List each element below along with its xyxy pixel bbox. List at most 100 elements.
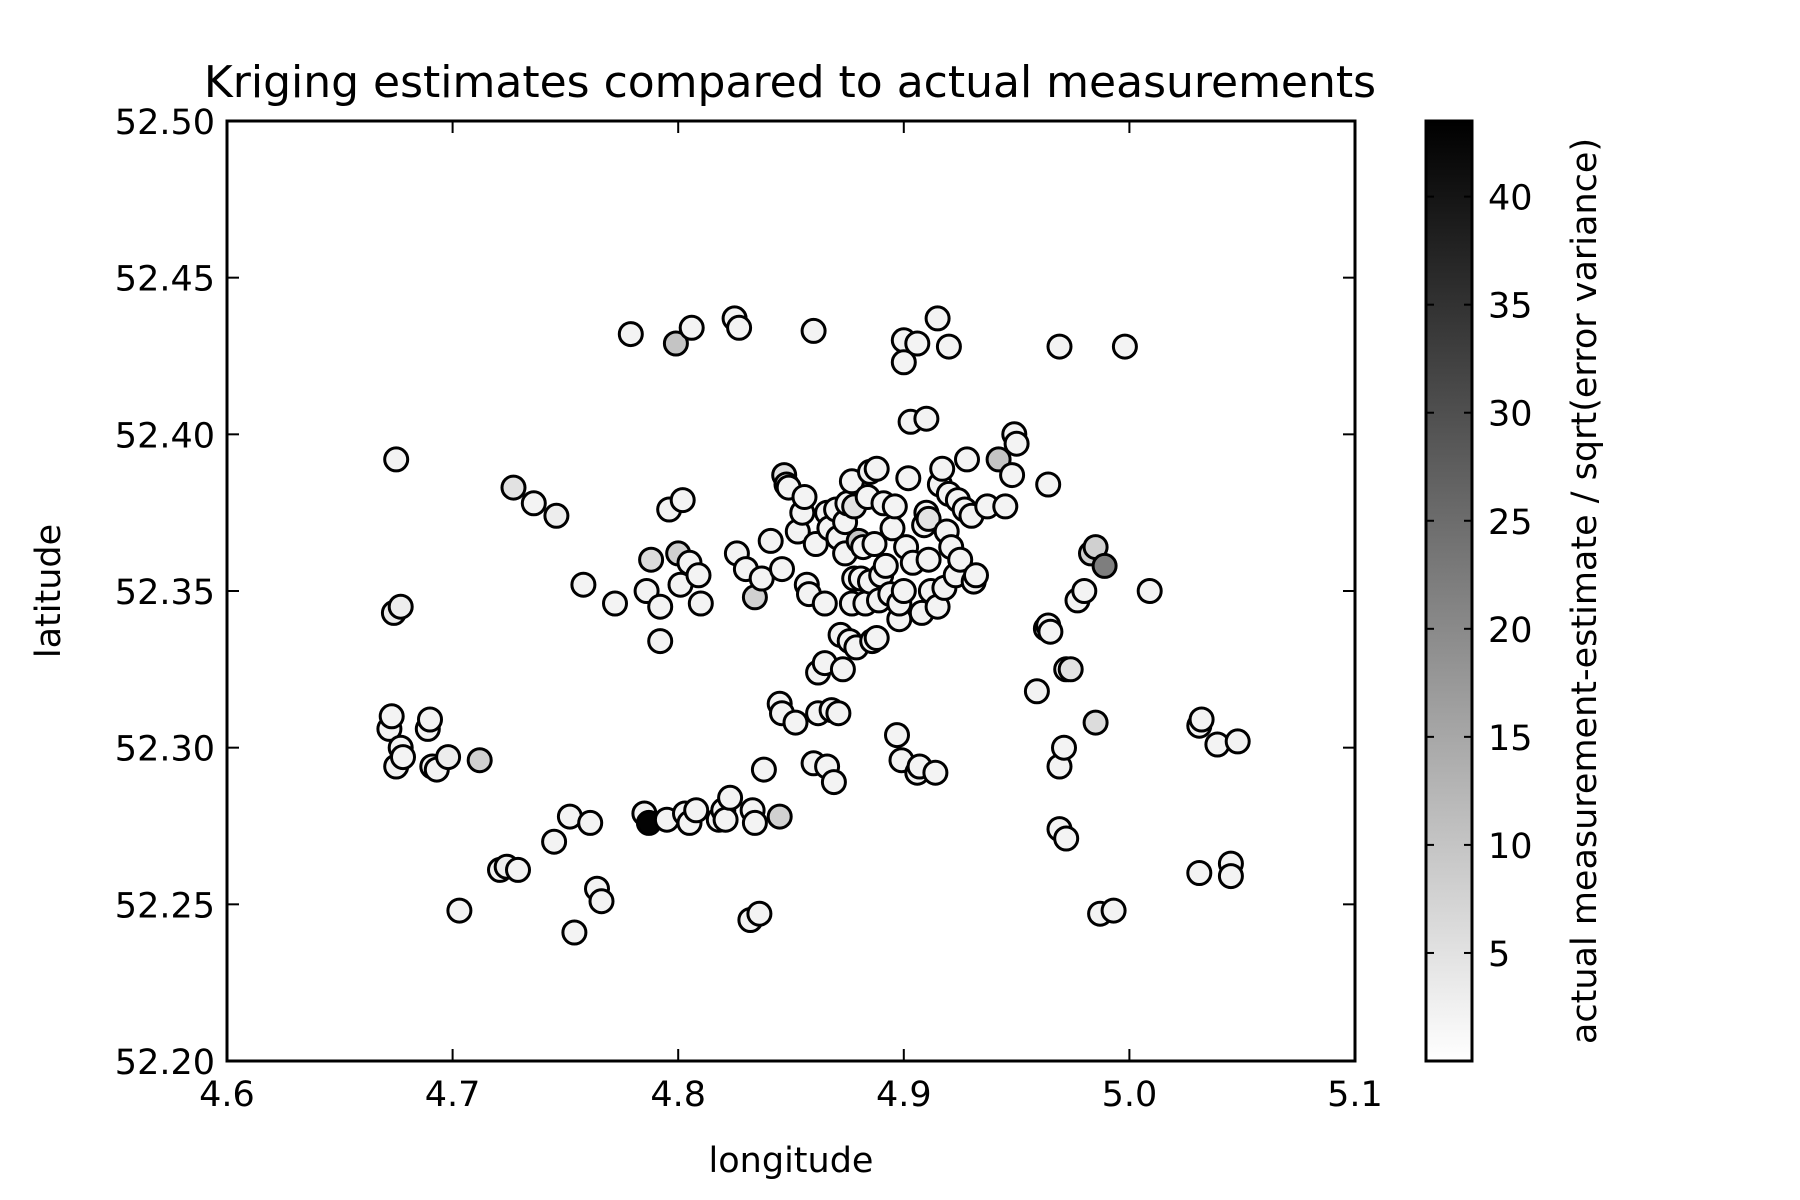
scatter-point xyxy=(669,487,696,514)
scatter-point xyxy=(390,744,416,771)
y-tick-label: 52.40 xyxy=(115,416,215,456)
scatter-point xyxy=(662,330,689,357)
y-tick-label: 52.35 xyxy=(115,573,215,613)
scatter-point xyxy=(1003,430,1030,457)
scatter-point xyxy=(685,562,712,589)
x-tick-label: 4.6 xyxy=(199,1075,255,1115)
scatter-point xyxy=(929,455,956,482)
scatter-point xyxy=(1188,706,1215,733)
y-tick-label: 52.20 xyxy=(115,1043,215,1083)
scatter-point xyxy=(811,590,838,617)
scatter-point xyxy=(820,769,847,796)
scatter-point xyxy=(1046,333,1073,360)
scatter-point xyxy=(1100,897,1127,924)
scatter-point xyxy=(602,590,628,617)
y-tick-label: 52.25 xyxy=(115,886,215,926)
scatter-point xyxy=(947,546,974,573)
scatter-point xyxy=(687,590,714,617)
scatter-point xyxy=(683,797,710,824)
scatter-point xyxy=(999,462,1026,489)
scatter-point xyxy=(1091,552,1118,579)
scatter-point xyxy=(757,527,784,554)
scatter-point xyxy=(890,578,917,604)
scatter-point xyxy=(954,446,980,473)
scatter-point xyxy=(1136,578,1163,604)
x-tick-label: 4.7 xyxy=(425,1075,481,1115)
scatter-point xyxy=(863,625,890,651)
scatter-point xyxy=(647,628,674,655)
scatter-point xyxy=(992,493,1019,520)
scatter-point xyxy=(881,493,908,520)
scatter-point xyxy=(1037,618,1064,645)
scatter-point xyxy=(884,722,910,749)
scatter-point xyxy=(570,571,597,598)
x-tick-label: 4.8 xyxy=(650,1075,706,1115)
colorbar-tick-label: 20 xyxy=(1488,611,1533,651)
scatter-point xyxy=(383,446,410,473)
colorbar-tick-label: 35 xyxy=(1488,287,1533,327)
scatter-point xyxy=(825,700,852,727)
colorbar-label: actual measurement-estimate / sqrt(error… xyxy=(1565,138,1605,1044)
scatter-point xyxy=(500,474,527,501)
scatter-point xyxy=(712,806,739,833)
plot-frame xyxy=(225,119,1357,1063)
scatter-point xyxy=(1224,728,1251,755)
scatter-point xyxy=(617,321,644,348)
chart-title: Kriging estimates compared to actual mea… xyxy=(204,57,1376,108)
scatter-point xyxy=(924,305,951,332)
scatter-point xyxy=(1051,734,1077,761)
scatter-point xyxy=(678,314,705,341)
scatter-point xyxy=(417,706,443,733)
scatter-point xyxy=(1082,709,1109,736)
scatter-point xyxy=(446,897,473,924)
x-axis: 4.6 4.7 4.8 4.9 5.0 5.1 xyxy=(199,121,1383,1115)
scatter-point xyxy=(1035,471,1062,498)
x-tick-label: 5.1 xyxy=(1327,1075,1383,1115)
colorbar-tick-label: 30 xyxy=(1488,395,1533,435)
scatter-point xyxy=(800,317,827,344)
scatter-point xyxy=(782,709,809,736)
scatter-point xyxy=(741,809,768,836)
colorbar-tick-label: 5 xyxy=(1488,935,1510,975)
scatter-point xyxy=(1023,678,1050,705)
scatter-point xyxy=(435,744,462,771)
scatter-point xyxy=(466,747,493,774)
scatter-point xyxy=(543,502,570,529)
scatter-point xyxy=(872,552,899,579)
scatter-point xyxy=(387,593,414,620)
scatter-point xyxy=(1057,656,1084,683)
scatter-point xyxy=(895,465,922,492)
colorbar xyxy=(1424,119,1474,1063)
x-tick-label: 4.9 xyxy=(876,1075,932,1115)
scatter-point xyxy=(915,546,942,573)
x-tick-label: 5.0 xyxy=(1102,1075,1158,1115)
y-tick-label: 52.30 xyxy=(115,730,215,770)
scatter-point xyxy=(541,828,568,855)
colorbar-tick-label: 15 xyxy=(1488,719,1533,759)
scatter-point xyxy=(577,809,604,836)
scatter-point xyxy=(935,333,962,360)
scatter-point xyxy=(1071,578,1098,604)
y-tick-label: 52.45 xyxy=(115,260,215,300)
scatter-point xyxy=(913,405,940,432)
colorbar-tick-label: 10 xyxy=(1488,827,1533,867)
scatter-point xyxy=(769,556,795,583)
scatter-point xyxy=(1186,860,1213,886)
scatter-point xyxy=(963,562,989,589)
scatter-point xyxy=(588,888,615,915)
scatter-point xyxy=(647,593,674,620)
scatter-point xyxy=(750,756,777,783)
scatter-point xyxy=(726,314,753,341)
y-axis: 52.20 52.25 52.30 52.35 52.40 52.45 52.50 xyxy=(115,103,1355,1083)
scatter-point xyxy=(746,900,773,927)
scatter-point xyxy=(922,759,949,786)
scatter-point xyxy=(378,703,405,730)
scatter-point xyxy=(1111,333,1138,360)
scatter-point xyxy=(638,546,665,573)
colorbar-axis: 5 10 15 20 25 30 35 40 xyxy=(1426,179,1533,975)
y-axis-label: latitude xyxy=(29,524,69,658)
points-layer xyxy=(376,305,1251,946)
scatter-point xyxy=(829,656,856,683)
scatter-point xyxy=(505,856,531,883)
